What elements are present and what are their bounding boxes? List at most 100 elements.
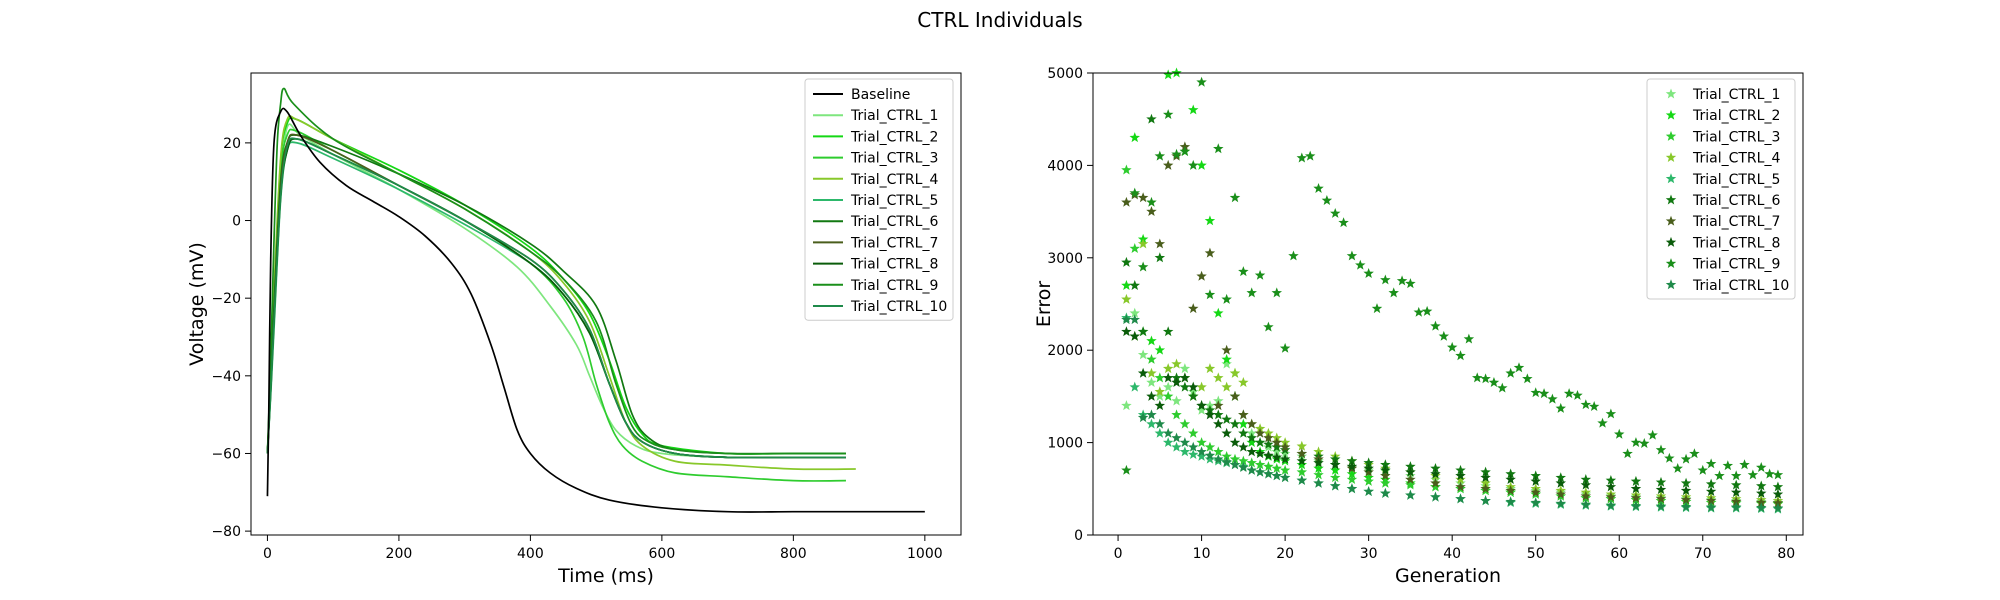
- point-trial-ctrl-6: [1772, 481, 1784, 492]
- point-trial-ctrl-9: [1271, 287, 1282, 298]
- point-trial-ctrl-7: [1221, 344, 1232, 355]
- point-trial-ctrl-2: [1121, 280, 1132, 290]
- point-trial-ctrl-6: [1330, 453, 1341, 464]
- point-trial-ctrl-10: [1204, 450, 1216, 460]
- point-trial-ctrl-10: [1430, 491, 1441, 502]
- point-trial-ctrl-9: [1313, 183, 1324, 193]
- point-trial-ctrl-1: [1196, 404, 1207, 415]
- point-trial-ctrl-9: [1488, 377, 1500, 387]
- point-trial-ctrl-9: [1538, 388, 1550, 399]
- point-trial-ctrl-8: [1555, 477, 1566, 488]
- point-trial-ctrl-9: [1446, 341, 1458, 352]
- point-trial-ctrl-2: [1171, 67, 1182, 78]
- legend-frame: [1646, 78, 1796, 300]
- point-trial-ctrl-9: [1697, 464, 1708, 475]
- point-trial-ctrl-8: [1229, 437, 1241, 448]
- point-trial-ctrl-9: [1639, 438, 1650, 448]
- legend-label-trial-ctrl-2: Trial_CTRL_2: [1692, 108, 1780, 124]
- legend-label-trial-ctrl-7: Trial_CTRL_7: [1692, 214, 1780, 230]
- point-trial-ctrl-7: [1655, 493, 1667, 504]
- point-trial-ctrl-4: [1480, 477, 1491, 488]
- point-trial-ctrl-4: [1213, 372, 1224, 383]
- point-trial-ctrl-7: [1430, 477, 1441, 488]
- voltage-lines: [266, 87, 925, 513]
- point-trial-ctrl-6: [1405, 461, 1416, 472]
- point-trial-ctrl-1: [1279, 448, 1291, 459]
- point-trial-ctrl-1: [1129, 307, 1140, 318]
- point-trial-ctrl-2: [1296, 459, 1308, 470]
- legend-label-trial-ctrl-2: Trial_CTRL_2: [850, 129, 938, 145]
- point-trial-ctrl-6: [1555, 472, 1566, 483]
- point-trial-ctrl-8: [1121, 326, 1132, 337]
- error-x-tick-label: 10: [1193, 546, 1211, 562]
- error-points: [1121, 67, 1784, 514]
- point-trial-ctrl-8: [1605, 481, 1617, 492]
- point-trial-ctrl-3: [1213, 446, 1224, 457]
- point-trial-ctrl-7: [1630, 492, 1642, 503]
- point-trial-ctrl-9: [1254, 269, 1266, 280]
- error-x-tick-label: 50: [1527, 546, 1545, 562]
- point-trial-ctrl-8: [1505, 474, 1516, 485]
- point-trial-ctrl-8: [1271, 451, 1282, 462]
- voltage-x-tick-label: 800: [780, 546, 807, 562]
- point-trial-ctrl-8: [1730, 487, 1742, 497]
- legend-label-trial-ctrl-7: Trial_CTRL_7: [850, 235, 938, 251]
- point-trial-ctrl-6: [1263, 438, 1274, 449]
- point-trial-ctrl-3: [1238, 455, 1249, 466]
- point-trial-ctrl-8: [1296, 455, 1308, 466]
- legend-label-trial-ctrl-8: Trial_CTRL_8: [850, 257, 938, 273]
- point-trial-ctrl-9: [1162, 109, 1174, 120]
- point-trial-ctrl-9: [1279, 342, 1291, 353]
- point-trial-ctrl-9: [1321, 195, 1333, 205]
- point-trial-ctrl-4: [1238, 377, 1249, 387]
- point-trial-ctrl-8: [1221, 427, 1232, 438]
- point-trial-ctrl-10: [1756, 502, 1767, 513]
- point-trial-ctrl-3: [1154, 372, 1166, 383]
- point-trial-ctrl-7: [1505, 485, 1516, 496]
- point-trial-ctrl-7: [1730, 496, 1742, 507]
- point-trial-ctrl-7: [1363, 466, 1374, 477]
- point-trial-ctrl-6: [1229, 418, 1241, 429]
- point-trial-ctrl-7: [1756, 497, 1767, 508]
- point-trial-ctrl-6: [1121, 256, 1132, 267]
- point-trial-ctrl-9: [1756, 462, 1767, 472]
- point-trial-ctrl-10: [1505, 496, 1516, 507]
- point-trial-ctrl-9: [1363, 268, 1374, 278]
- point-trial-ctrl-9: [1330, 207, 1341, 218]
- point-trial-ctrl-5: [1129, 381, 1140, 392]
- point-trial-ctrl-9: [1614, 428, 1625, 439]
- point-trial-ctrl-5: [1162, 437, 1174, 448]
- point-trial-ctrl-7: [1580, 490, 1592, 501]
- point-trial-ctrl-8: [1405, 466, 1416, 477]
- point-trial-ctrl-9: [1121, 464, 1132, 475]
- point-trial-ctrl-6: [1605, 474, 1617, 485]
- legend-marker-trial-ctrl-7: [1665, 215, 1677, 226]
- point-trial-ctrl-4: [1154, 386, 1166, 397]
- point-trial-ctrl-2: [1221, 353, 1232, 364]
- legend-marker-trial-ctrl-1: [1665, 88, 1677, 99]
- error-y-tick-label: 5000: [1047, 66, 1083, 82]
- point-trial-ctrl-2: [1330, 464, 1341, 475]
- point-trial-ctrl-9: [1438, 330, 1450, 341]
- point-trial-ctrl-9: [1513, 362, 1525, 373]
- point-trial-ctrl-10: [1363, 486, 1374, 497]
- point-trial-ctrl-4: [1146, 367, 1157, 378]
- legend-marker-trial-ctrl-6: [1665, 194, 1677, 205]
- point-trial-ctrl-8: [1171, 377, 1182, 387]
- legend-label-trial-ctrl-3: Trial_CTRL_3: [1692, 129, 1780, 145]
- point-trial-ctrl-8: [1580, 479, 1592, 490]
- legend-marker-trial-ctrl-5: [1665, 173, 1677, 184]
- point-trial-ctrl-2: [1196, 159, 1207, 170]
- point-trial-ctrl-9: [1655, 444, 1667, 455]
- point-trial-ctrl-9: [1338, 217, 1349, 228]
- point-trial-ctrl-4: [1229, 367, 1241, 378]
- point-trial-ctrl-9: [1472, 372, 1483, 383]
- point-trial-ctrl-9: [1522, 373, 1533, 384]
- point-trial-ctrl-10: [1271, 470, 1282, 481]
- point-trial-ctrl-3: [1221, 450, 1232, 461]
- point-trial-ctrl-7: [1154, 238, 1166, 249]
- point-trial-ctrl-10: [1238, 462, 1249, 472]
- point-trial-ctrl-3: [1146, 353, 1157, 364]
- point-trial-ctrl-4: [1171, 358, 1182, 369]
- point-trial-ctrl-7: [1204, 247, 1216, 258]
